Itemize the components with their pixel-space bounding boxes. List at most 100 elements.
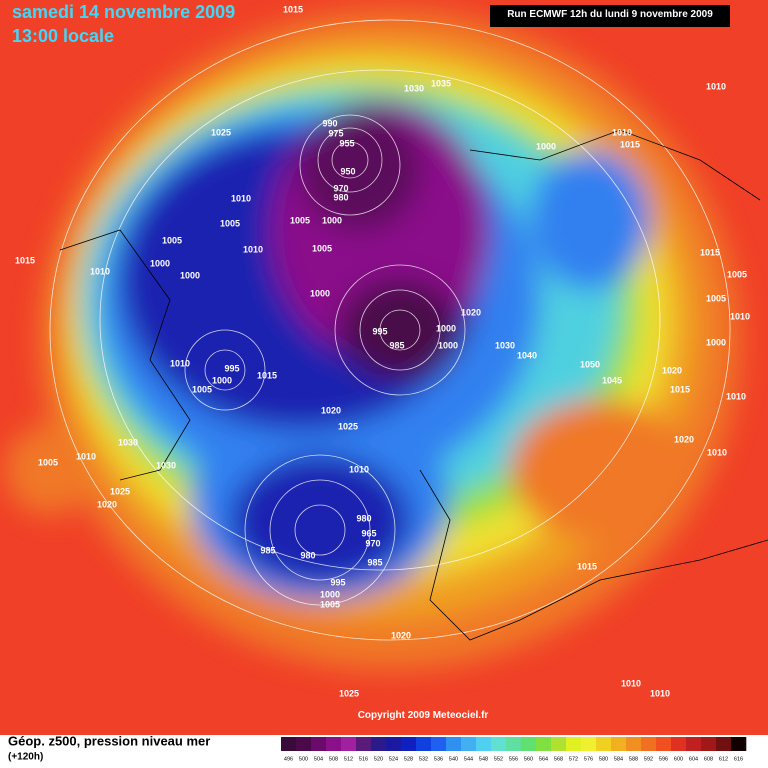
- isobar-label: 950: [340, 166, 355, 176]
- colorbar-tick-label: 528: [404, 756, 413, 762]
- isobar-label: 1010: [231, 193, 251, 203]
- isobar-label: 985: [389, 340, 404, 350]
- isobar-label: 1050: [580, 359, 600, 369]
- colorbar-cell: [311, 737, 327, 751]
- isobar-label: 995: [372, 326, 387, 336]
- colorbar-cell: [566, 737, 582, 751]
- isobar-label: 1005: [192, 384, 212, 394]
- isobar-label: 1015: [670, 384, 690, 394]
- colorbar-tick-label: 572: [569, 756, 578, 762]
- colorbar-tick-label: 584: [614, 756, 623, 762]
- colorbar-cell: [701, 737, 717, 751]
- colorbar-cell: [656, 737, 672, 751]
- isobar-label: 995: [224, 363, 239, 373]
- isobar-label: 980: [356, 513, 371, 523]
- isobar-label: 1010: [243, 244, 263, 254]
- isobar-label: 1025: [211, 127, 231, 137]
- colorbar-cell: [401, 737, 417, 751]
- colorbar-cell: [461, 737, 477, 751]
- run-info: Run ECMWF 12h du lundi 9 novembre 2009: [507, 9, 713, 20]
- isobar-label: 1005: [220, 218, 240, 228]
- isobar-label: 1000: [322, 215, 342, 225]
- isobar-label: 1000: [706, 337, 726, 347]
- isobar-label: 1010: [706, 81, 726, 91]
- isobar-label: 1015: [15, 255, 35, 265]
- colorbar-tick-label: 596: [659, 756, 668, 762]
- colorbar-tick-label: 612: [719, 756, 728, 762]
- isobar-label: 1005: [727, 269, 747, 279]
- isobar-label: 1005: [320, 599, 340, 609]
- isobar-label: 1000: [438, 340, 458, 350]
- isobar-label: 970: [365, 538, 380, 548]
- isobar-label: 1000: [436, 323, 456, 333]
- colorbar-cell: [716, 737, 732, 751]
- isobar-label: 1030: [156, 460, 176, 470]
- isobar-label: 1000: [212, 375, 232, 385]
- colorbar-cell: [551, 737, 567, 751]
- colorbar-tick-label: 604: [689, 756, 698, 762]
- isobar-label: 1025: [110, 486, 130, 496]
- colorbar-cell: [431, 737, 447, 751]
- colorbar-cell: [326, 737, 342, 751]
- isobar-label: 1025: [338, 421, 358, 431]
- isobar-label: 1005: [162, 235, 182, 245]
- isobar-label: 1015: [577, 561, 597, 571]
- copyright: Copyright 2009 Meteociel.fr: [358, 710, 489, 721]
- isobar-label: 1005: [706, 293, 726, 303]
- colorbar-tick-label: 536: [434, 756, 443, 762]
- isobar-label: 1010: [621, 678, 641, 688]
- isobar-label: 1010: [650, 688, 670, 698]
- colorbar-tick-label: 564: [539, 756, 548, 762]
- isobar-label: 1030: [404, 83, 424, 93]
- run-box: [490, 5, 730, 27]
- isobar-label: 1010: [170, 358, 190, 368]
- isobar-label: 1010: [726, 391, 746, 401]
- colorbar-cell: [356, 737, 372, 751]
- isobar-label: 1005: [38, 457, 58, 467]
- isobar-label: 1000: [150, 258, 170, 268]
- isobar-label: 985: [367, 557, 382, 567]
- isobar-label: 1010: [90, 266, 110, 276]
- colorbar-tick-label: 524: [389, 756, 398, 762]
- isobar-label: 1015: [283, 4, 303, 14]
- isobar-label: 1010: [730, 311, 750, 321]
- isobar-label: 1020: [391, 630, 411, 640]
- colorbar-cell: [491, 737, 507, 751]
- isobar-label: 1035: [431, 78, 451, 88]
- colorbar-tick-label: 548: [479, 756, 488, 762]
- colorbar-cell: [596, 737, 612, 751]
- isobar-label: 1020: [97, 499, 117, 509]
- colorbar-cell: [476, 737, 492, 751]
- isobar-label: 1015: [700, 247, 720, 257]
- isobar-label: 1020: [461, 307, 481, 317]
- isobar-label: 1030: [118, 437, 138, 447]
- colorbar-tick-label: 508: [329, 756, 338, 762]
- colorbar-tick-label: 516: [359, 756, 368, 762]
- colorbar-cell: [686, 737, 702, 751]
- isobar-label: 1000: [180, 270, 200, 280]
- colorbar-tick-label: 496: [284, 756, 293, 762]
- colorbar-tick-label: 616: [734, 756, 743, 762]
- colorbar-cell: [536, 737, 552, 751]
- colorbar-tick-label: 580: [599, 756, 608, 762]
- date-title: samedi 14 novembre 2009: [12, 2, 235, 22]
- isobar-label: 1005: [312, 243, 332, 253]
- isobar-label: 985: [260, 545, 275, 555]
- isobar-label: 1010: [76, 451, 96, 461]
- colorbar-tick-label: 500: [299, 756, 308, 762]
- colorbar-tick-label: 608: [704, 756, 713, 762]
- isobar-label: 1020: [321, 405, 341, 415]
- colorbar-cell: [386, 737, 402, 751]
- colorbar-cell: [626, 737, 642, 751]
- colorbar-tick-label: 552: [494, 756, 503, 762]
- isobar-label: 1000: [320, 589, 340, 599]
- colorbar-tick-label: 520: [374, 756, 383, 762]
- colorbar-tick-label: 592: [644, 756, 653, 762]
- colorbar-cell: [641, 737, 657, 751]
- colorbar-tick-label: 568: [554, 756, 563, 762]
- isobar-label: 990: [322, 118, 337, 128]
- isobar-label: 1010: [612, 127, 632, 137]
- field: [0, 0, 768, 735]
- colorbar-cell: [296, 737, 312, 751]
